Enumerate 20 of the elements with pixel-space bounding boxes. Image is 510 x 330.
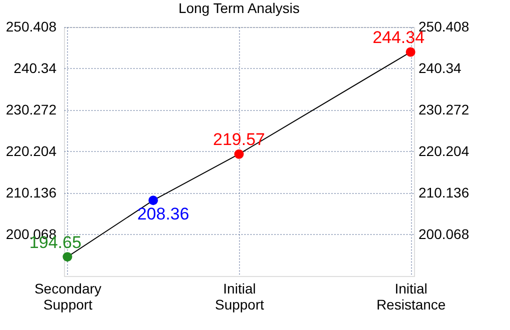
y-tick-label: 210.136: [6, 184, 57, 200]
y2-tick-label: 240.34: [418, 60, 462, 76]
y2-tick-label: 230.272: [418, 102, 470, 118]
data-label: 208.36: [137, 204, 190, 224]
data-label: 219.57: [213, 130, 265, 150]
x-tick-label: Secondary Support: [34, 280, 102, 312]
chart-title: Long Term Analysis: [178, 0, 300, 16]
y2-tick-label: 200.068: [418, 226, 470, 242]
y2-tick-label: 220.204: [418, 143, 470, 159]
y-tick-label: 230.272: [6, 102, 57, 118]
point: [234, 149, 244, 159]
y-tick-label: 250.408: [6, 18, 57, 34]
point: [406, 47, 416, 57]
x-tick-label: Initial Support: [214, 280, 264, 312]
y-tick-label: 240.34: [14, 60, 57, 76]
point: [148, 196, 158, 206]
x-tick-label: Initial Resistance: [376, 280, 446, 312]
y-tick-label: 220.204: [6, 143, 57, 159]
y2-tick-label: 210.136: [418, 184, 470, 200]
point: [62, 252, 72, 262]
